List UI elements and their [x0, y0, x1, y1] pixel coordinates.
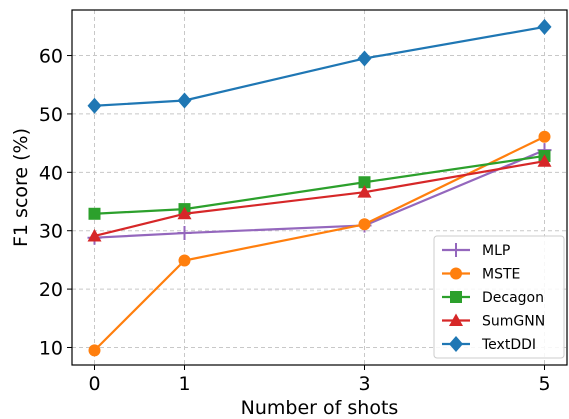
x-axis-label: Number of shots [241, 397, 399, 419]
legend-item: SumGNN [442, 313, 545, 330]
data-point [87, 97, 102, 114]
legend-label: TextDDI [481, 337, 536, 353]
legend-label: MSTE [482, 267, 520, 283]
data-point [87, 228, 102, 242]
y-tick-label: 30 [39, 221, 63, 243]
data-point [177, 226, 192, 241]
series-mste [88, 130, 551, 357]
y-tick-label: 60 [39, 46, 63, 68]
y-tick-label: 40 [39, 162, 63, 184]
data-point [538, 130, 551, 143]
legend: MLP MSTE Decagon SumGNN TextDDI [433, 235, 565, 359]
legend-label: SumGNN [482, 314, 545, 330]
x-tick-label: 1 [178, 373, 190, 395]
legend-item: Decagon [442, 290, 544, 306]
series-line [94, 25, 545, 107]
ticks-layer: 0 1 3 5 10 20 30 40 50 60 [39, 46, 551, 395]
series-decagon [88, 149, 551, 220]
legend-label: Decagon [482, 290, 544, 306]
data-point [358, 176, 371, 189]
legend-marker [449, 243, 463, 257]
data-point [178, 254, 191, 267]
y-tick-label: 10 [39, 337, 63, 359]
legend-marker [450, 291, 462, 303]
plot-frame [71, 9, 568, 366]
series-line [94, 154, 545, 215]
series-layer [87, 18, 552, 357]
y-axis-label: F1 score (%) [10, 128, 32, 247]
data-point [88, 344, 101, 357]
x-tick-label: 0 [88, 373, 100, 395]
series-textddi [87, 18, 552, 114]
data-point [177, 92, 192, 109]
legend-marker [449, 313, 463, 326]
series-line [94, 160, 545, 238]
legend-item: MSTE [442, 267, 520, 283]
y-tick-label: 20 [39, 279, 63, 301]
series-sumgnn [87, 154, 552, 242]
series-line [93, 135, 545, 352]
data-point [537, 18, 552, 35]
x-tick-label: 5 [538, 373, 550, 395]
data-point [88, 207, 101, 220]
data-point [357, 185, 372, 198]
legend-marker [449, 336, 463, 352]
data-point [177, 206, 192, 220]
data-point [358, 218, 371, 231]
series-mlp [87, 143, 552, 245]
legend-marker [450, 267, 462, 280]
legend-label: MLP [482, 243, 510, 259]
legend-box [433, 235, 565, 359]
series-line [94, 149, 545, 239]
legend-item: MLP [442, 243, 510, 259]
data-point [537, 154, 552, 167]
grid-layer [72, 10, 567, 365]
data-point [357, 50, 372, 67]
x-tick-label: 3 [358, 373, 370, 395]
y-tick-label: 50 [39, 104, 63, 126]
legend-item: TextDDI [442, 336, 536, 353]
